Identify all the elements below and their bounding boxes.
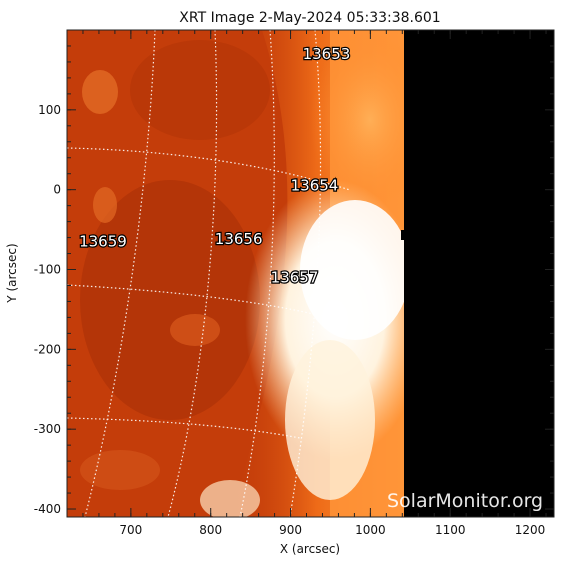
plot-frame: [66, 29, 555, 518]
active-region-label: 13659: [79, 233, 127, 251]
y-tick-label: 100: [38, 103, 61, 117]
x-tick-label: 1200: [515, 523, 546, 537]
y-tick-label: -300: [34, 422, 61, 436]
x-tick-label: 900: [279, 523, 302, 537]
x-tick-label: 1100: [435, 523, 466, 537]
y-tick-label: -200: [34, 342, 61, 356]
y-tick-label: 0: [53, 183, 61, 197]
heliographic-grid: [67, 30, 351, 517]
x-tick-label: 800: [199, 523, 222, 537]
active-region-label: 13656: [215, 230, 263, 248]
chart-title: XRT Image 2-May-2024 05:33:38.601: [179, 10, 440, 26]
y-tick-label: -400: [34, 502, 61, 516]
x-tick-label: 700: [119, 523, 142, 537]
plot-image: 13653 13654 13659 13656 13657 SolarMonitor.o…: [67, 30, 554, 517]
y-axis-label: Y (arcsec): [5, 243, 19, 303]
active-region-label: 13657: [271, 268, 319, 286]
active-region-label: 13653: [303, 45, 351, 63]
watermark: SolarMonitor.org: [387, 490, 543, 512]
x-tick-label: 1000: [355, 523, 386, 537]
x-axis-label: X (arcsec): [280, 542, 340, 556]
y-tick-label: -100: [34, 263, 61, 277]
active-region-label: 13654: [291, 177, 339, 195]
